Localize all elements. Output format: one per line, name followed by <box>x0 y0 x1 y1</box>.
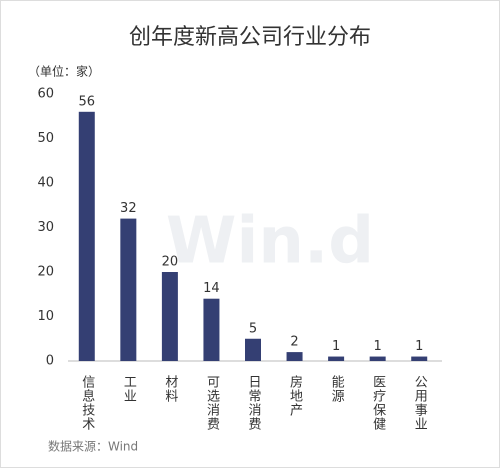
value-label: 2 <box>290 335 298 350</box>
bar <box>161 272 178 361</box>
y-tick-label: 40 <box>37 176 54 191</box>
unit-label: （单位：家） <box>28 64 100 79</box>
value-label: 14 <box>203 281 220 296</box>
value-label: 56 <box>79 94 96 109</box>
bar <box>203 298 220 361</box>
bar <box>78 111 95 361</box>
x-tick-label: 工业 <box>121 375 137 403</box>
bar <box>328 356 345 361</box>
y-tick-label: 30 <box>37 220 54 235</box>
x-tick-label: 可选消费 <box>204 375 220 431</box>
value-label: 1 <box>374 339 382 354</box>
bar <box>286 352 303 361</box>
value-label: 1 <box>415 339 423 354</box>
bar <box>411 356 428 361</box>
x-tick-label: 信息技术 <box>79 375 95 431</box>
x-tick-label: 能源 <box>329 375 345 403</box>
value-label: 1 <box>332 339 340 354</box>
value-label: 20 <box>162 255 179 270</box>
value-label: 5 <box>249 321 257 336</box>
y-tick-label: 60 <box>37 87 54 102</box>
value-label: 32 <box>120 201 137 216</box>
source-note: 数据来源：Wind <box>48 439 138 454</box>
x-tick-label: 材料 <box>162 375 178 403</box>
y-tick-label: 50 <box>37 131 54 146</box>
x-tick-label: 公用事业 <box>412 375 428 431</box>
x-tick-label: 房地产 <box>287 374 303 417</box>
bar <box>369 356 386 361</box>
bar <box>120 218 137 361</box>
y-tick-label: 0 <box>46 354 54 369</box>
x-tick-label: 日常消费 <box>246 375 262 431</box>
bar <box>245 338 261 361</box>
x-tick-label: 医疗保健 <box>370 375 386 431</box>
y-tick-label: 10 <box>37 309 54 324</box>
watermark: Win.d <box>166 205 374 279</box>
chart-title: 创年度新高公司行业分布 <box>129 25 371 50</box>
y-tick-label: 20 <box>37 265 54 280</box>
